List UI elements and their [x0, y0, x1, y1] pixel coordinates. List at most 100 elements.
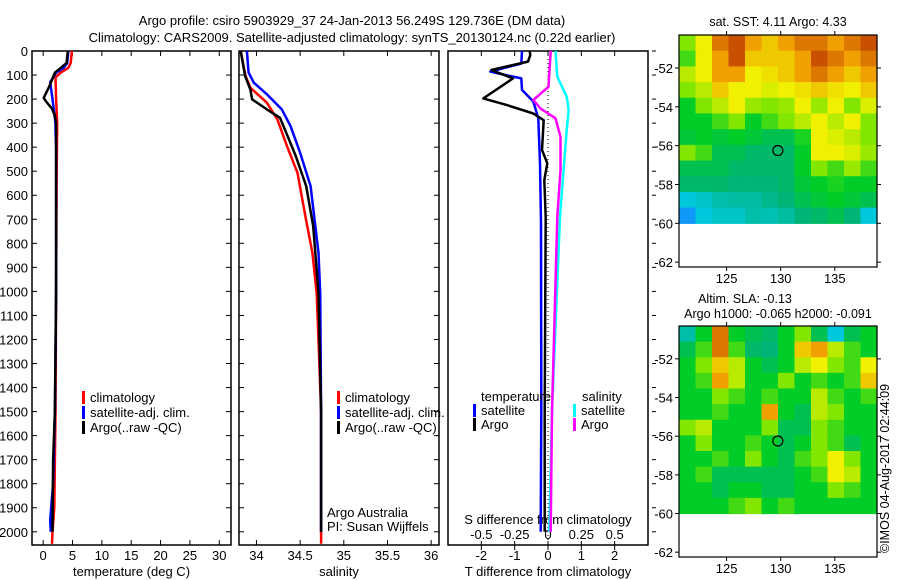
- map-cell: [794, 326, 812, 343]
- x-axis-label: salinity: [319, 564, 359, 579]
- map-cell: [811, 341, 829, 358]
- map-cell: [811, 497, 829, 515]
- map-cell: [860, 176, 878, 193]
- map-cell: [712, 435, 730, 452]
- map-cell: [860, 113, 878, 130]
- map-cell: [860, 419, 878, 436]
- map-cell: [745, 66, 763, 83]
- map-cell: [794, 357, 812, 374]
- map-cell: [712, 82, 730, 99]
- depth-tick-label: 500: [6, 164, 28, 179]
- sla-map-panel: 125 130 135 -52 -54 -56 -58 -60 -62 Altim. SLA: -…: [654, 292, 881, 576]
- map-cell: [679, 160, 697, 177]
- x-tick-label: 0: [544, 548, 551, 563]
- map-cell: [794, 372, 812, 390]
- map-cell: [844, 191, 862, 209]
- depth-tick-label: 1600: [0, 429, 28, 444]
- legend-label: satellite: [481, 403, 525, 418]
- map-cell: [745, 113, 763, 130]
- lon-tick-label: 135: [824, 561, 846, 576]
- map-cell: [679, 466, 697, 483]
- map-cell: [827, 357, 845, 374]
- map-cell: [695, 451, 713, 468]
- map-cell: [827, 419, 845, 436]
- lat-tick-label: -60: [654, 216, 673, 231]
- lon-tick-label: 125: [716, 271, 738, 286]
- map-cell: [794, 176, 812, 193]
- map-cell: [827, 35, 845, 52]
- map-cell: [794, 35, 812, 52]
- map-cell: [794, 191, 812, 209]
- map-cell: [745, 35, 763, 52]
- map-cell: [844, 482, 862, 499]
- map-cell: [745, 466, 763, 483]
- map-cell: [728, 451, 746, 468]
- map-cell: [811, 388, 829, 405]
- x2-tick-label: -0.25: [500, 527, 530, 542]
- map-cell: [712, 129, 730, 146]
- legend-swatch: [573, 404, 576, 417]
- map-cell: [794, 451, 812, 468]
- map-cell: [844, 466, 862, 483]
- map-cell: [844, 357, 862, 374]
- map-cell: [728, 207, 746, 224]
- map-cell: [794, 82, 812, 99]
- lat-tick-label: -62: [654, 255, 673, 270]
- map-cell: [844, 50, 862, 67]
- x-tick-label: 30: [212, 548, 226, 563]
- map-cell: [679, 482, 697, 499]
- legend-swatch: [573, 418, 576, 431]
- salinity-panel: 34 34.5 35 35.5 36 salinity climatologysatelli…: [238, 50, 445, 579]
- legend-label: satellite-adj. clim.: [90, 405, 190, 420]
- map-cell: [827, 326, 845, 343]
- plot-frame: [31, 50, 232, 546]
- map-cell: [778, 466, 796, 483]
- map-cell: [844, 144, 862, 162]
- map-cell: [761, 35, 779, 52]
- map-cell: [827, 129, 845, 146]
- x2-tick-label: 0.5: [606, 527, 624, 542]
- figure-title-line2: Climatology: CARS2009. Satellite-adjuste…: [89, 30, 616, 45]
- map-cell: [679, 435, 697, 452]
- legend-swatch: [473, 418, 476, 431]
- map-cell: [811, 50, 829, 67]
- map-cell: [695, 466, 713, 483]
- map-cell: [761, 372, 779, 390]
- map-cell: [761, 97, 779, 115]
- map-cell: [679, 419, 697, 436]
- map-cell: [794, 497, 812, 515]
- legend-swatch: [337, 421, 340, 434]
- map-cell: [844, 388, 862, 405]
- map-cell: [695, 160, 713, 177]
- map-cell: [811, 482, 829, 499]
- map-cell: [712, 176, 730, 193]
- legend-swatch: [82, 406, 85, 419]
- map-cell: [844, 435, 862, 452]
- map-cell: [745, 82, 763, 99]
- map-cell: [844, 419, 862, 436]
- map-cell: [860, 341, 878, 358]
- map-cell: [761, 144, 779, 162]
- map-cell: [778, 372, 796, 390]
- depth-tick-label: 1400: [0, 381, 28, 396]
- map-cell: [778, 207, 796, 224]
- map-cell: [745, 372, 763, 390]
- difference-line-1: [482, 50, 549, 532]
- x-tick-label: 35.5: [375, 548, 400, 563]
- legend-label: Argo: [581, 417, 608, 432]
- map-cell: [728, 497, 746, 515]
- x-tick-label: 34.5: [287, 548, 312, 563]
- map-cell: [827, 144, 845, 162]
- lat-tick-label: -56: [654, 139, 673, 154]
- annotation-line: PI: Susan Wijffels: [327, 519, 429, 534]
- map-cell: [695, 50, 713, 67]
- map-cell: [778, 129, 796, 146]
- map-cell: [712, 35, 730, 52]
- map-cell: [860, 372, 878, 390]
- map-cell: [811, 357, 829, 374]
- map-frame: [678, 325, 878, 558]
- map-cell: [712, 113, 730, 130]
- lat-tick-label: -56: [654, 429, 673, 444]
- depth-tick-label: 2000: [0, 525, 28, 540]
- map-cell: [778, 176, 796, 193]
